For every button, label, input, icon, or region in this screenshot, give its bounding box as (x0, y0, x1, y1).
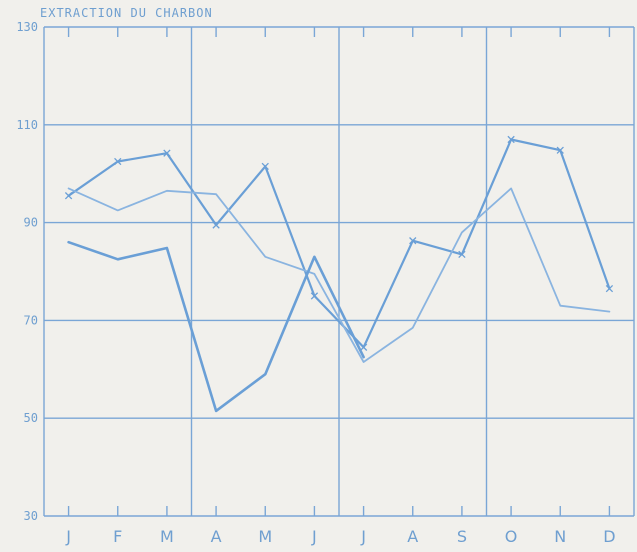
data-point-s1-10 (556, 146, 564, 154)
y-tick-label-30: 30 (24, 509, 38, 523)
x-tick-label-10: N (554, 527, 566, 546)
data-point-s1-8 (458, 250, 466, 259)
data-point-s1-6 (359, 343, 368, 351)
y-tick-label-90: 90 (24, 216, 38, 230)
data-point-s1-7 (409, 237, 417, 245)
data-point-s1-11 (605, 284, 614, 293)
data-point-s1-0 (64, 192, 73, 200)
data-point-s1-1 (114, 157, 122, 166)
data-point-s1-2 (163, 149, 171, 157)
x-tick-label-0: J (65, 527, 71, 546)
y-tick-label-50: 50 (24, 411, 38, 425)
grid (43, 26, 635, 517)
x-tick-label-4: M (258, 527, 272, 546)
x-tick-label-5: J (311, 527, 317, 546)
data-point-s1-3 (212, 221, 220, 229)
x-tick-label-1: F (113, 527, 122, 546)
x-tick-label-11: D (603, 527, 615, 546)
series-line-2 (67, 187, 611, 363)
x-tick-label-9: O (505, 527, 518, 546)
y-tick-label-130: 130 (16, 20, 38, 34)
x-tick-label-8: S (457, 527, 467, 546)
chart-title: EXTRACTION DU CHARBON (40, 6, 213, 20)
series-lines (64, 135, 614, 413)
tick-marks (67, 27, 611, 516)
data-point-s1-4 (261, 162, 269, 171)
x-tick-label-3: A (211, 527, 222, 546)
x-tick-label-2: M (160, 527, 174, 546)
y-tick-label-110: 110 (16, 118, 38, 132)
y-axis-labels: 30 50 70 90 110 130 (16, 20, 38, 523)
data-point-s1-5 (310, 292, 319, 300)
y-tick-label-70: 70 (24, 313, 38, 327)
series-line-3 (67, 240, 365, 413)
data-point-s1-9 (507, 135, 515, 144)
x-tick-label-7: A (407, 527, 418, 546)
series-line-1 (67, 138, 611, 349)
x-tick-label-6: J (360, 527, 366, 546)
